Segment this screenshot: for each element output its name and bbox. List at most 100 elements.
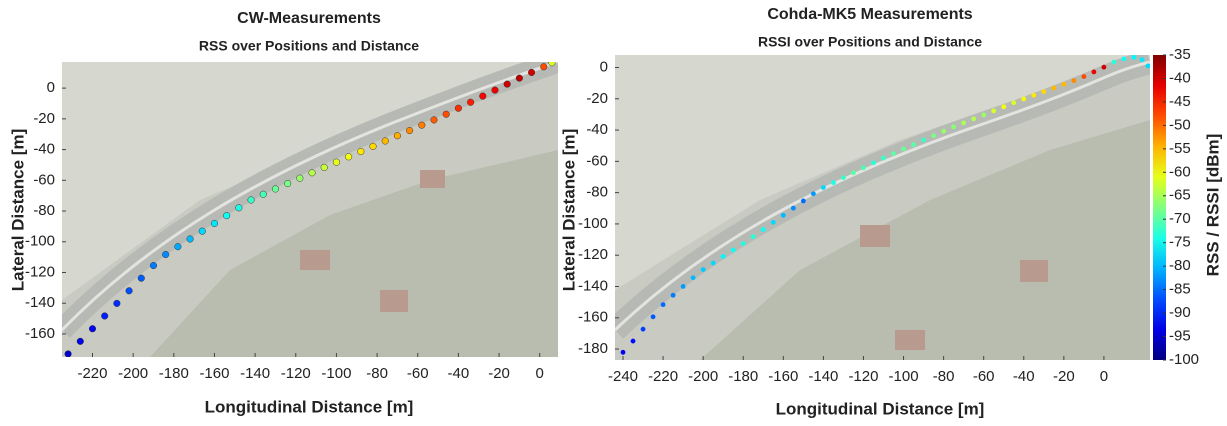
data-point [901, 147, 906, 152]
data-point [891, 151, 896, 156]
data-point [199, 228, 206, 235]
data-point [961, 120, 966, 125]
data-point [1122, 57, 1127, 62]
data-point [1081, 74, 1086, 79]
data-point [781, 213, 786, 218]
data-point [761, 227, 766, 232]
data-point [211, 220, 218, 227]
data-point [248, 197, 255, 204]
colorbar-tick-label: -65 [1169, 187, 1191, 204]
y-tick-label: -160 [25, 325, 55, 342]
data-point [1061, 82, 1066, 87]
y-tick-label: -40 [33, 141, 55, 158]
y-tick-label: -120 [25, 263, 55, 280]
data-point [661, 302, 666, 307]
colorbar-tick-label: -50 [1169, 116, 1191, 133]
data-point [691, 275, 696, 280]
data-point [1041, 89, 1046, 94]
data-point [504, 81, 511, 88]
x-tick-label: -60 [973, 368, 995, 385]
data-point [681, 284, 686, 289]
data-point [394, 132, 401, 139]
chart-subtitle: RSS over Positions and Distance [199, 38, 419, 54]
colorbar-tick-label: -90 [1169, 304, 1191, 321]
aerial-background [615, 40, 1150, 360]
x-tick-label: -160 [768, 368, 798, 385]
data-point [1011, 100, 1016, 105]
data-point [641, 327, 646, 332]
x-tick-label: -180 [728, 368, 758, 385]
x-tick-label: -20 [1053, 368, 1075, 385]
colorbar-tick-label: -60 [1169, 163, 1191, 180]
y-tick-label: -60 [586, 152, 608, 169]
data-point [1091, 69, 1096, 74]
data-point [861, 165, 866, 170]
data-point [911, 142, 916, 147]
data-point [406, 127, 413, 134]
y-tick-label: -100 [578, 215, 608, 232]
x-tick-label: -220 [648, 368, 678, 385]
data-point [711, 261, 716, 266]
data-point [236, 205, 243, 212]
data-point [540, 63, 547, 70]
y-tick-label: -80 [586, 184, 608, 201]
y-tick-label: 0 [600, 58, 608, 75]
data-point [1051, 86, 1056, 91]
data-point [297, 175, 304, 182]
x-tick-label: -220 [77, 365, 107, 382]
data-point [162, 251, 169, 258]
data-point [1031, 93, 1036, 98]
x-tick-label: 0 [536, 365, 544, 382]
data-point [223, 212, 230, 219]
chart-subtitle: RSSI over Positions and Distance [758, 34, 982, 50]
colorbar [1153, 55, 1166, 360]
y-tick-label: -160 [578, 309, 608, 326]
data-point [1001, 104, 1006, 109]
data-point [333, 159, 340, 166]
x-tick-label: -180 [159, 365, 189, 382]
x-tick-label: -200 [688, 368, 718, 385]
x-tick-label: -40 [448, 365, 470, 382]
data-point [881, 156, 886, 161]
data-point [1146, 64, 1151, 69]
x-tick-label: -120 [848, 368, 878, 385]
colorbar-tick-label: -55 [1169, 140, 1191, 157]
data-point [431, 117, 438, 124]
data-point [931, 133, 936, 138]
data-point [871, 160, 876, 165]
data-point [126, 287, 133, 294]
data-point [65, 351, 72, 358]
x-tick-label: -80 [366, 365, 388, 382]
x-axis-label: Longitudinal Distance [m] [776, 399, 985, 418]
data-point [114, 300, 121, 307]
y-tick-label: -180 [578, 340, 608, 357]
x-tick-label: -140 [240, 365, 270, 382]
data-point [721, 254, 726, 259]
y-tick-label: -120 [578, 246, 608, 263]
data-point [651, 314, 656, 319]
x-tick-label: 0 [1100, 368, 1108, 385]
data-point [479, 93, 486, 100]
data-point [549, 59, 556, 66]
data-point [516, 75, 523, 82]
data-point [941, 129, 946, 134]
data-point [631, 339, 636, 344]
data-point [731, 248, 736, 253]
colorbar-tick-label: -95 [1169, 328, 1191, 345]
x-tick-label: -140 [808, 368, 838, 385]
data-point [370, 143, 377, 150]
colorbar-tick-label: -100 [1169, 351, 1199, 368]
data-point [751, 234, 756, 239]
data-point [528, 69, 535, 76]
x-tick-label: -160 [199, 365, 229, 382]
colorbar-tick-label: -70 [1169, 210, 1191, 227]
colorbar-tick-label: -75 [1169, 234, 1191, 251]
x-axis-label: Longitudinal Distance [m] [205, 397, 414, 416]
data-point [309, 169, 316, 176]
data-point [991, 108, 996, 113]
y-tick-label: -20 [33, 110, 55, 127]
data-point [358, 148, 365, 155]
x-tick-label: -200 [118, 365, 148, 382]
y-tick-label: -140 [578, 277, 608, 294]
x-tick-label: -240 [608, 368, 638, 385]
